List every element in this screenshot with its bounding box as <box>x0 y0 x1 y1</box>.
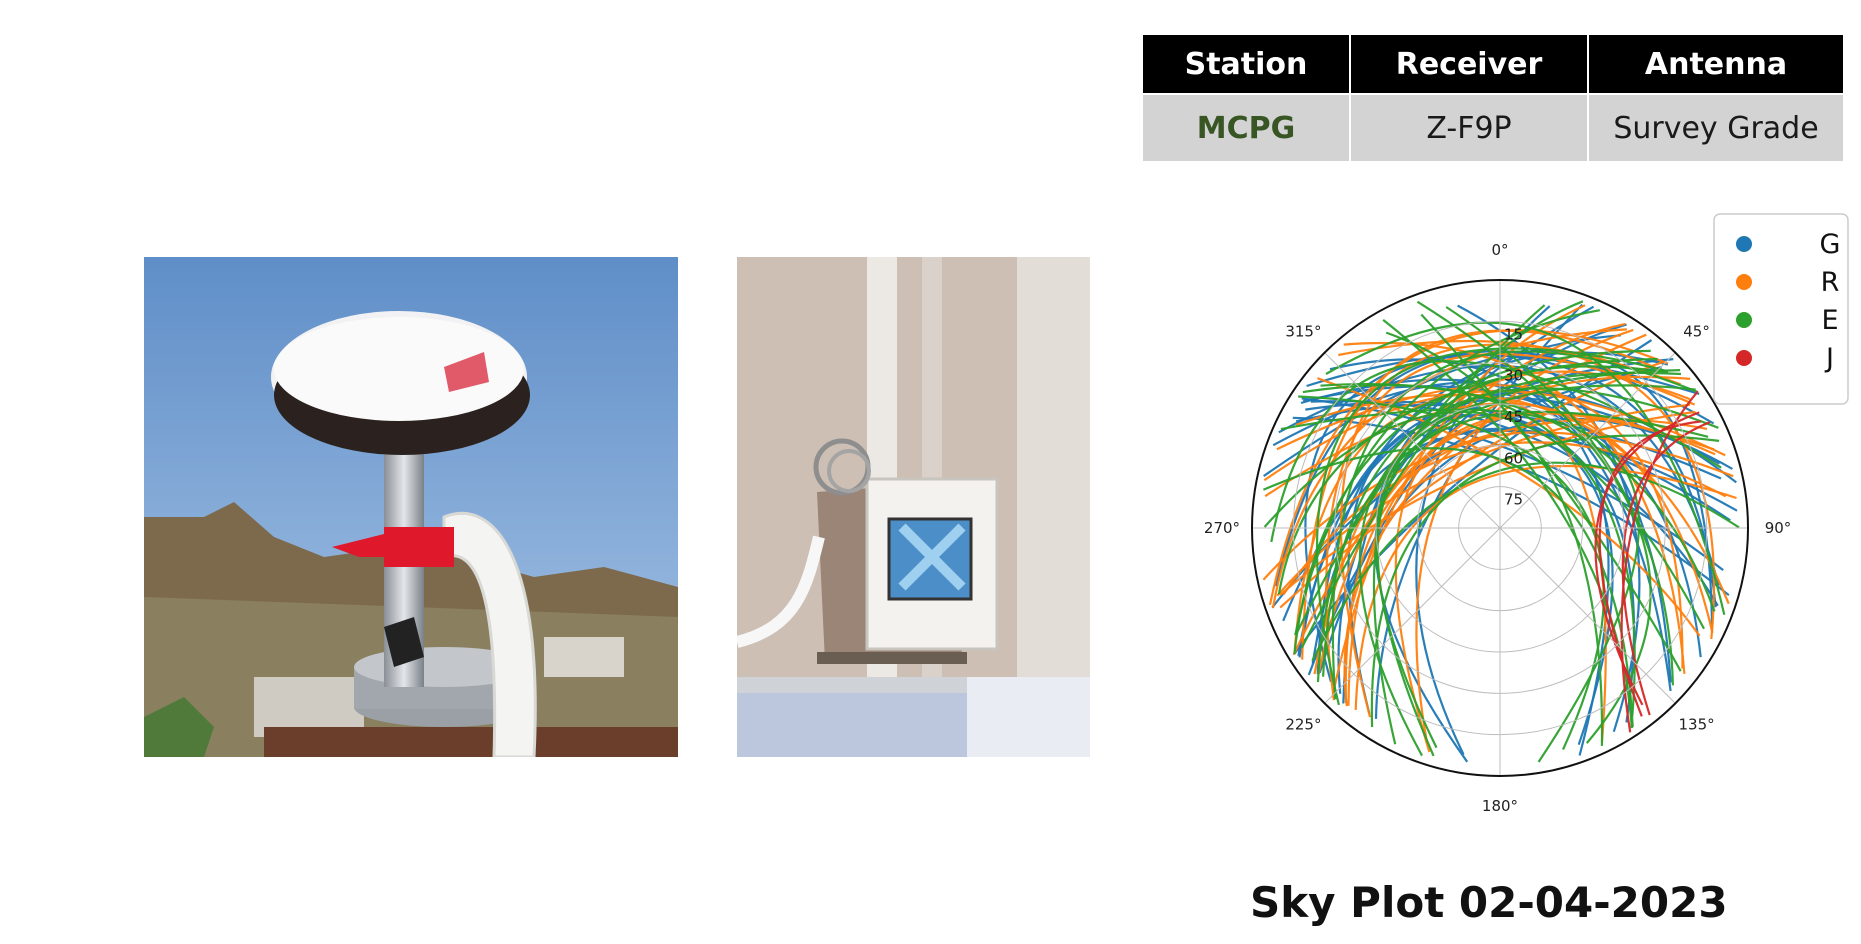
legend-marker-J <box>1736 350 1752 366</box>
ring-label-60: 60 <box>1504 449 1523 467</box>
enclosure-illustration <box>737 257 1090 757</box>
track-R <box>1313 370 1691 675</box>
azimuth-label-225: 225° <box>1285 716 1321 734</box>
header-station: Station <box>1141 33 1351 95</box>
cell-receiver: Z-F9P <box>1349 93 1589 163</box>
legend-label-E: E <box>1821 305 1838 336</box>
legend-label-J: J <box>1824 343 1834 374</box>
elevation-ring <box>1292 320 1708 736</box>
track-R <box>1295 393 1730 605</box>
legend-label-R: R <box>1821 267 1840 298</box>
station-info-table: Station Receiver Antenna MCPG Z-F9P Surv… <box>1141 33 1845 163</box>
antenna-photo <box>144 257 678 757</box>
track-E <box>1325 321 1726 615</box>
track-E <box>1375 371 1682 749</box>
azimuth-label-135: 135° <box>1679 716 1715 734</box>
azimuth-label-90: 90° <box>1765 519 1792 537</box>
track-E <box>1298 395 1606 751</box>
legend-marker-E <box>1736 312 1752 328</box>
elevation-ring <box>1334 362 1666 694</box>
cell-antenna: Survey Grade <box>1587 93 1845 163</box>
azimuth-label-180: 180° <box>1482 797 1518 815</box>
track-E <box>1370 434 1720 728</box>
ring-label-45: 45 <box>1504 408 1523 426</box>
azimuth-label-270: 270° <box>1204 519 1240 537</box>
enclosure-photo <box>737 257 1090 757</box>
track-E <box>1358 369 1681 757</box>
track-E <box>1263 410 1705 630</box>
azimuth-label-45: 45° <box>1683 322 1710 340</box>
track-E <box>1294 309 1600 636</box>
ring-label-75: 75 <box>1504 491 1523 509</box>
legend-marker-G <box>1736 236 1752 252</box>
track-E <box>1385 331 1604 746</box>
track-E <box>1322 387 1719 677</box>
header-receiver: Receiver <box>1349 33 1589 95</box>
azimuth-label-0: 0° <box>1491 241 1508 259</box>
elevation-ring-labels: 15 30 45 60 75 <box>1504 325 1523 508</box>
track-J <box>1620 390 1699 733</box>
ring-label-15: 15 <box>1504 325 1523 343</box>
legend-label-G: G <box>1820 229 1841 260</box>
track-J <box>1621 421 1711 716</box>
elevation-ring <box>1458 486 1542 570</box>
track-E <box>1311 461 1740 662</box>
elevation-ring <box>1416 444 1584 612</box>
elevation-ring <box>1375 403 1625 653</box>
header-antenna: Antenna <box>1587 33 1845 95</box>
track-R <box>1317 411 1716 675</box>
table-row: MCPG Z-F9P Survey Grade <box>1141 93 1845 163</box>
azimuth-label-315: 315° <box>1285 322 1321 340</box>
azimuth-labels: 0° 45° 90° 135° 180° 225° 270° 315° <box>1204 241 1791 815</box>
ring-label-30: 30 <box>1504 367 1523 385</box>
track-R <box>1271 328 1627 609</box>
polar-grid <box>1251 279 1749 777</box>
track-G <box>1301 397 1724 571</box>
track-E <box>1376 410 1709 757</box>
legend-marker-R <box>1736 274 1752 290</box>
antenna-illustration <box>144 257 678 757</box>
outer-ring <box>1251 279 1749 777</box>
plot-caption: Sky Plot 02-04-2023 <box>1250 878 1728 927</box>
track-E <box>1302 384 1636 717</box>
track-R <box>1347 375 1691 706</box>
track-J <box>1594 411 1700 706</box>
table-header-row: Station Receiver Antenna <box>1141 33 1845 95</box>
cell-station: MCPG <box>1141 93 1351 163</box>
